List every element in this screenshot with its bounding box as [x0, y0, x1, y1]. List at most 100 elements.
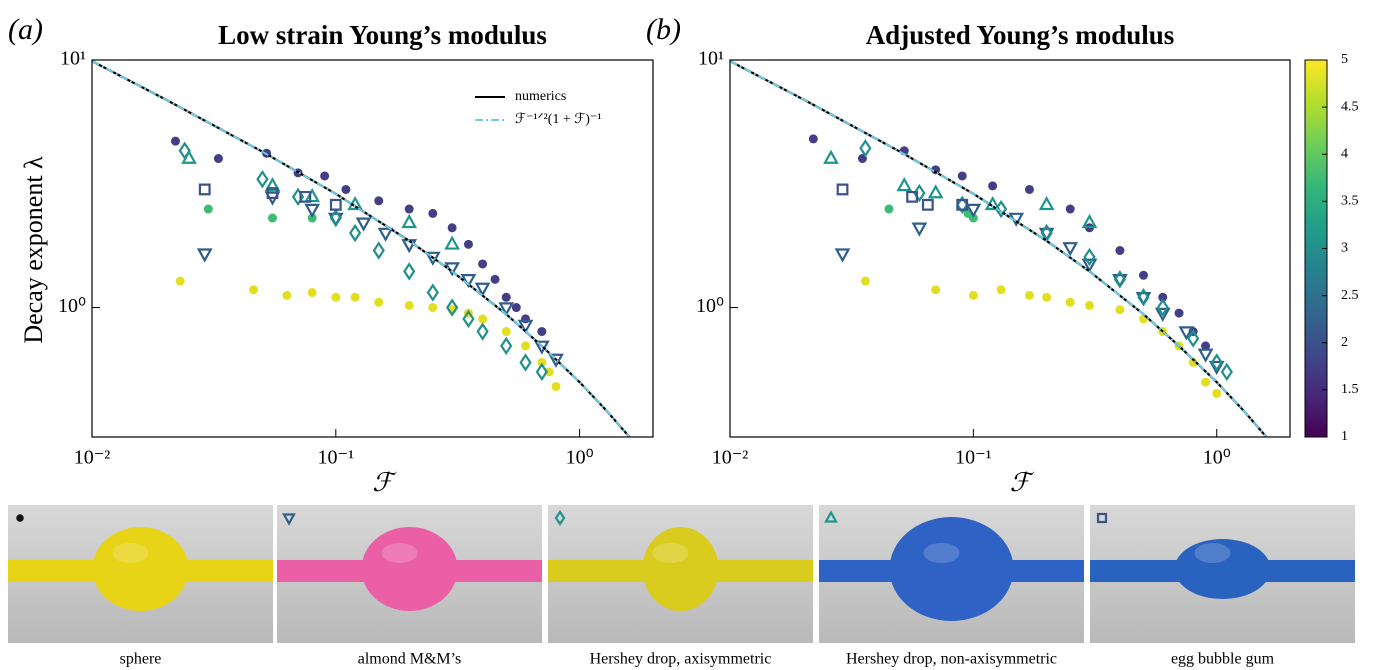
marker-diamond — [956, 195, 969, 215]
marker-diamond — [859, 139, 872, 158]
x-tick-label: 10⁻² — [74, 447, 111, 469]
marker-circle — [931, 285, 941, 295]
marker-circle — [884, 204, 894, 214]
marker-circle — [374, 297, 384, 307]
marker-circle — [478, 314, 488, 324]
marker-diamond — [426, 283, 439, 302]
marker-triangle-up — [264, 177, 281, 192]
marker-square — [266, 187, 279, 199]
numerics-curve — [730, 60, 1268, 437]
marker-triangle-down — [911, 222, 928, 237]
marker-diamond — [913, 183, 926, 203]
marker-triangle-down — [304, 203, 321, 218]
marker-diamond — [446, 298, 459, 317]
y-tick-label: 10⁰ — [696, 295, 724, 317]
bulge — [889, 517, 1014, 621]
marker-square — [299, 190, 312, 203]
model-curve — [730, 60, 1268, 437]
marker-triangle-up — [1038, 195, 1055, 211]
marker-diamond — [403, 262, 416, 281]
marker-triangle-down — [1178, 326, 1195, 341]
marker-triangle-up — [896, 177, 913, 192]
marker-triangle-down — [1208, 360, 1225, 375]
marker-circle — [341, 184, 351, 194]
marker-circle — [1138, 270, 1148, 280]
colorbar-tick-label: 4.5 — [1341, 99, 1359, 114]
marker-circle — [307, 288, 317, 298]
highlight — [381, 543, 418, 563]
chart-title: Low strain Young’s modulus — [218, 20, 547, 50]
y-axis-label: Decay exponent λ — [19, 156, 48, 344]
marker-square — [921, 198, 934, 211]
y-tick-label: 10¹ — [698, 48, 724, 70]
photo-caption: Hershey drop, axisymmetric — [590, 651, 772, 668]
panel-label: (b) — [646, 13, 681, 46]
marker-circle — [1115, 305, 1125, 315]
marker-diamond — [1083, 247, 1096, 267]
marker-circle — [16, 514, 24, 522]
marker-diamond — [462, 309, 475, 329]
marker-triangle-up — [823, 149, 839, 164]
marker-diamond — [1137, 288, 1150, 307]
marker-circle — [1065, 297, 1075, 307]
marker-circle — [447, 223, 457, 233]
colorbar-tick-label: 1.5 — [1341, 382, 1359, 397]
marker-circle — [988, 181, 998, 191]
marker-diamond — [372, 241, 385, 260]
marker-triangle-down — [377, 227, 394, 242]
marker-circle — [213, 154, 223, 164]
marker-triangle-down — [517, 319, 534, 334]
marker-circle — [521, 341, 531, 351]
x-tick-label: 10⁰ — [566, 447, 594, 469]
marker-circle — [268, 213, 278, 223]
marker-diamond — [348, 223, 362, 243]
marker-circle — [331, 292, 341, 302]
photo-caption: egg bubble gum — [1171, 651, 1275, 668]
marker-diamond — [476, 322, 489, 341]
marker-circle — [428, 303, 438, 313]
marker-triangle-down — [1197, 348, 1214, 363]
marker-circle — [1024, 184, 1034, 194]
marker-triangle-down — [1154, 307, 1171, 322]
marker-circle — [1084, 300, 1094, 310]
marker-circle — [1201, 341, 1211, 351]
marker-circle — [203, 204, 213, 214]
x-tick-label: 10⁻¹ — [318, 447, 355, 469]
marker-circle — [808, 134, 818, 144]
marker-triangle-down — [548, 353, 564, 368]
marker-circle — [428, 208, 438, 218]
marker-square — [1096, 512, 1108, 524]
plot-frame — [91, 59, 654, 438]
bulge — [642, 527, 719, 611]
marker-circle — [1201, 377, 1211, 387]
marker-circle — [282, 290, 292, 300]
marker-circle — [374, 196, 384, 206]
marker-circle — [350, 292, 360, 302]
model-curve — [92, 60, 631, 437]
highlight — [1194, 543, 1231, 563]
marker-diamond — [329, 208, 342, 228]
marker-circle — [175, 276, 185, 286]
plot-frame — [729, 59, 1291, 438]
photo-caption: sphere — [120, 651, 162, 668]
colorbar-tick-label: 1 — [1341, 429, 1348, 444]
marker-circle — [249, 285, 259, 295]
legend-label: numerics — [515, 89, 566, 104]
highlight — [923, 543, 960, 563]
marker-circle — [478, 259, 488, 269]
marker-circle — [490, 274, 500, 284]
photo-caption: Hershey drop, non-axisymmetric — [846, 651, 1057, 668]
colorbar-tick-label: 5 — [1341, 52, 1348, 67]
marker-diamond — [256, 170, 269, 189]
bulge — [92, 527, 189, 611]
marker-diamond — [1156, 298, 1169, 317]
marker-diamond — [1220, 362, 1233, 382]
marker-circle — [996, 285, 1006, 295]
marker-triangle-up — [927, 184, 944, 199]
marker-circle — [544, 367, 554, 377]
marker-diamond — [554, 510, 566, 526]
marker-circle — [170, 136, 180, 146]
marker-triangle-up — [824, 510, 838, 523]
marker-square — [906, 190, 918, 203]
